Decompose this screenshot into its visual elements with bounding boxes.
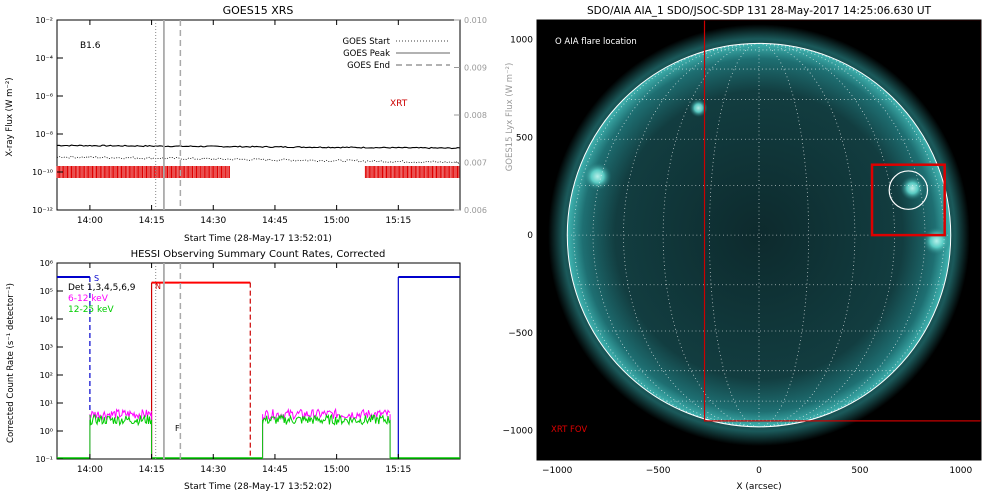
hessi-y-tick-label: 10⁻¹ bbox=[35, 455, 53, 464]
goes-short-channel-line bbox=[56, 155, 461, 164]
hessi-x-tick-label: 14:45 bbox=[262, 465, 288, 475]
aia-grid-longitude bbox=[573, 43, 760, 427]
aia-x-tick-label: 500 bbox=[851, 466, 868, 476]
hessi-lines bbox=[57, 263, 460, 459]
aia-x-tick-label: −500 bbox=[646, 466, 671, 476]
hessi-panel: HESSI Observing Summary Count Rates, Cor… bbox=[6, 249, 461, 492]
goes-x-tick-label: 14:45 bbox=[262, 216, 288, 226]
goes-y-right-tick-label: 0.010 bbox=[464, 16, 487, 25]
goes-y-tick-label: 10⁻² bbox=[35, 16, 53, 25]
aia-limb-circle bbox=[566, 42, 952, 428]
hessi-plot-frame bbox=[56, 262, 461, 460]
goes-ylabel: X-ray Flux (W m⁻²) bbox=[5, 77, 15, 156]
aia-active-region bbox=[922, 226, 951, 256]
goes-y-ticks-right: 0.010 0.009 0.008 0.007 0.006 bbox=[454, 16, 487, 215]
hessi-x-tick-label: 15:00 bbox=[324, 465, 350, 475]
goes-y-right-tick-label: 0.007 bbox=[464, 159, 487, 168]
hessi-y-tick-label: 10⁵ bbox=[40, 287, 53, 296]
hessi-legend-12-25: 12-25 keV bbox=[68, 305, 114, 315]
hessi-x-tick-label: 14:30 bbox=[200, 465, 226, 475]
aia-grid-longitude bbox=[758, 43, 945, 427]
aia-panel: SDO/AIA AIA_1 SDO/JSOC-SDP 131 28-May-20… bbox=[503, 5, 982, 492]
goes-y-right-tick-label: 0.009 bbox=[464, 64, 487, 73]
goes-x-tick-label: 15:15 bbox=[385, 216, 411, 226]
aia-y-ticks: 1000 500 0 −500 −1000 bbox=[503, 36, 543, 437]
hessi-12-25kev-line bbox=[89, 414, 153, 427]
hessi-y-tick-label: 10⁰ bbox=[40, 427, 53, 436]
aia-x-tick-label: 0 bbox=[756, 466, 762, 476]
aia-active-region bbox=[900, 176, 925, 201]
goes-y-tick-label: 10⁻¹⁰ bbox=[32, 168, 53, 177]
aia-y-tick-label: 0 bbox=[527, 231, 533, 241]
hessi-6-12kev-line bbox=[89, 408, 153, 422]
goes-y-right-tick-label: 0.008 bbox=[464, 111, 487, 120]
flare-zoom-box bbox=[870, 163, 946, 237]
hessi-y-ticks: 10⁶ 10⁵ 10⁴ 10³ 10² 10¹ 10⁰ 10⁻¹ bbox=[35, 259, 63, 464]
hessi-y-tick-label: 10⁶ bbox=[40, 259, 53, 268]
aia-xlabel: X (arcsec) bbox=[736, 482, 781, 492]
hessi-x-tick-label: 15:15 bbox=[385, 465, 411, 475]
goes-x-ticks: 14:00 14:15 14:30 14:45 15:00 15:15 bbox=[77, 20, 411, 226]
goes-y-tick-label: 10⁻⁶ bbox=[35, 92, 53, 101]
goes-y-right-tick-label: 0.006 bbox=[464, 206, 487, 215]
hessi-annotation-f: F bbox=[175, 424, 180, 433]
goes-x-tick-label: 15:00 bbox=[324, 216, 350, 226]
aia-grid-longitude bbox=[758, 43, 856, 427]
goes-x-tick-label: 14:00 bbox=[77, 216, 103, 226]
hessi-annotation-s: S bbox=[94, 274, 99, 283]
hessi-x-tick-label: 14:15 bbox=[139, 465, 165, 475]
goes-long-channel-line bbox=[56, 144, 461, 150]
hessi-annotation-n: N bbox=[155, 282, 161, 291]
goes-class-label: B1.6 bbox=[80, 41, 101, 51]
aia-y-tick-label: 500 bbox=[516, 133, 533, 143]
goes-lines bbox=[56, 20, 461, 210]
xrt-fov-box bbox=[703, 20, 981, 422]
goes-x-tick-label: 14:30 bbox=[200, 216, 226, 226]
goes-plot-frame bbox=[56, 19, 461, 211]
goes-legend: GOES Start GOES Peak GOES End bbox=[342, 37, 450, 71]
goes-legend-start: GOES Start bbox=[342, 37, 390, 47]
aia-solar-disk bbox=[567, 43, 951, 427]
goes-y-ticks: 10⁻² 10⁻⁴ 10⁻⁶ 10⁻⁸ 10⁻¹⁰ 10⁻¹² bbox=[32, 16, 63, 215]
aia-grid-longitude bbox=[662, 43, 760, 427]
aia-y-tick-label: −500 bbox=[508, 329, 533, 339]
hessi-y-tick-label: 10¹ bbox=[40, 399, 53, 408]
goes-panel: GOES15 XRS 14:00 14:15 14:30 14:45 15:00 15:1… bbox=[5, 4, 515, 244]
hessi-title: HESSI Observing Summary Count Rates, Cor… bbox=[131, 249, 386, 260]
hessi-legend-detectors: Det 1,3,4,5,6,9 bbox=[68, 283, 136, 293]
goes-xlabel: Start Time (28-May-17 13:52:01) bbox=[184, 234, 332, 244]
goes-legend-end: GOES End bbox=[347, 61, 390, 71]
goes-x-tick-label: 14:15 bbox=[139, 216, 165, 226]
aia-title: SDO/AIA AIA_1 SDO/JSOC-SDP 131 28-May-20… bbox=[587, 5, 932, 17]
hessi-y-tick-label: 10³ bbox=[40, 343, 53, 352]
aia-legend: O AIA flare location bbox=[555, 37, 637, 47]
goes-y-tick-label: 10⁻⁴ bbox=[35, 54, 53, 63]
aia-fov-label: XRT FOV bbox=[551, 425, 587, 435]
aia-y-tick-label: 1000 bbox=[510, 36, 533, 46]
goes-y-tick-label: 10⁻¹² bbox=[32, 206, 53, 215]
hessi-y-tick-label: 10² bbox=[40, 371, 53, 380]
aia-x-ticks: −1000 −500 0 500 1000 bbox=[542, 454, 973, 476]
hessi-xlabel: Start Time (28-May-17 13:52:02) bbox=[184, 482, 332, 492]
aia-y-tick-label: −1000 bbox=[503, 427, 534, 437]
hessi-x-tick-label: 14:00 bbox=[77, 465, 103, 475]
goes-title: GOES15 XRS bbox=[223, 4, 294, 17]
goes-ylabel-right: GOES15 Lyx Flux (W m⁻²) bbox=[505, 63, 515, 172]
aia-x-tick-label: 1000 bbox=[949, 466, 972, 476]
hessi-12-25kev-line bbox=[262, 413, 391, 426]
hessi-ylabel: Corrected Count Rate (s⁻¹ detector⁻¹) bbox=[6, 283, 16, 443]
hessi-legend-6-12: 6-12 keV bbox=[68, 294, 109, 304]
hessi-y-tick-label: 10⁴ bbox=[40, 315, 53, 324]
aia-active-region bbox=[689, 98, 708, 118]
hessi-legend: Det 1,3,4,5,6,9 6-12 keV 12-25 keV bbox=[68, 283, 136, 315]
goes-xrt-label: XRT bbox=[390, 99, 408, 109]
aia-active-region bbox=[583, 162, 612, 191]
goes-y-tick-label: 10⁻⁸ bbox=[35, 130, 53, 139]
hessi-x-ticks: 14:00 14:15 14:30 14:45 15:00 15:15 bbox=[77, 263, 411, 475]
goes-legend-peak: GOES Peak bbox=[343, 49, 390, 59]
aia-x-tick-label: −1000 bbox=[542, 466, 573, 476]
aia-flare-location-circle bbox=[888, 170, 929, 210]
aia-grid-longitude bbox=[623, 43, 760, 427]
